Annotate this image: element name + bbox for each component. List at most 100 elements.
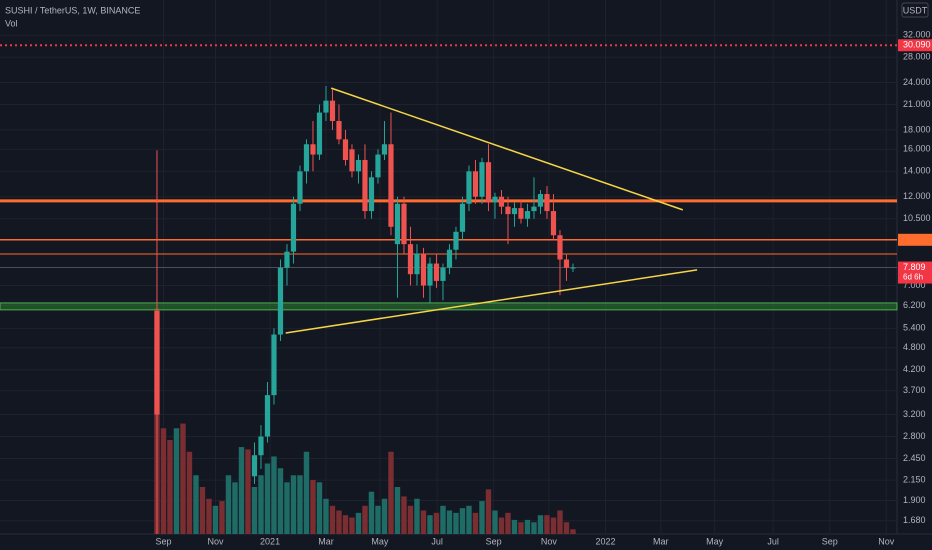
candle-body	[466, 171, 472, 204]
volume-bar	[433, 512, 440, 534]
x-tick-label: Nov	[541, 536, 558, 546]
y-tick-label: 24.000	[903, 77, 931, 87]
price-label: 30.090	[903, 40, 931, 50]
volume-bar	[271, 456, 277, 534]
volume-bar	[232, 482, 238, 534]
candle-body	[414, 253, 420, 275]
volume-bar	[277, 468, 284, 534]
candle-body	[524, 211, 531, 219]
y-tick-label: 32.000	[903, 29, 931, 39]
volume-label: Vol	[5, 18, 18, 28]
candle-body	[316, 112, 323, 155]
candle-body	[271, 334, 277, 396]
volume-bar	[355, 512, 362, 534]
candle-body	[297, 171, 303, 204]
volume-bar	[557, 510, 563, 534]
volume-bar	[511, 519, 518, 534]
volume-bar	[219, 501, 225, 534]
volume-bar	[251, 487, 258, 534]
y-tick-label: 14.000	[903, 166, 931, 176]
candle-body	[485, 162, 492, 203]
trendline	[285, 269, 698, 334]
y-tick-label: 28.000	[903, 51, 931, 61]
y-tick-label: 3.700	[903, 385, 926, 395]
candle-body	[427, 263, 433, 286]
candle-body	[557, 235, 563, 260]
volume-bar	[238, 447, 245, 534]
volume-bar	[206, 498, 212, 534]
y-tick-label: 6.200	[903, 300, 926, 310]
x-tick-label: Sep	[486, 536, 502, 546]
candle-body	[420, 253, 427, 286]
volume-bar	[199, 487, 206, 534]
volume-bar	[290, 475, 297, 534]
candle-body	[472, 171, 479, 197]
volume-bar	[505, 512, 511, 534]
candle-body	[388, 144, 394, 227]
volume-bar	[173, 428, 180, 534]
candle-body	[537, 194, 544, 207]
candle-body	[355, 159, 362, 172]
price-label-countdown: 6d 6h	[903, 273, 923, 282]
volume-bar	[420, 510, 427, 534]
y-tick-label: 2.800	[903, 431, 926, 441]
volume-bar	[342, 515, 349, 534]
price-label-box	[898, 39, 932, 52]
volume-bar	[479, 501, 485, 534]
volume-bar	[375, 505, 381, 534]
y-tick-label: 4.800	[903, 342, 926, 352]
y-tick-label: 21.000	[903, 99, 931, 109]
x-tick-label: 2022	[595, 536, 615, 546]
volume-bar	[453, 512, 459, 534]
candle-body	[492, 196, 498, 203]
candle-body	[440, 267, 446, 281]
volume-bar	[544, 515, 550, 534]
volume-bar	[492, 510, 498, 534]
candle-body	[550, 211, 557, 236]
candle-body	[401, 203, 407, 245]
y-tick-label: 18.000	[903, 124, 931, 134]
volume-bar	[381, 498, 388, 534]
volume-bar	[284, 482, 290, 534]
price-label: 7.809	[903, 262, 926, 272]
volume-bar	[414, 498, 420, 534]
candle-body	[433, 263, 440, 281]
candle-body	[336, 121, 342, 140]
volume-bar	[550, 517, 557, 534]
candle-body	[570, 267, 576, 269]
volume-bar	[427, 515, 433, 534]
volume-bar	[537, 515, 544, 534]
volume-bar	[446, 510, 453, 534]
y-tick-label: 1.680	[903, 515, 926, 525]
volume-bar	[388, 451, 394, 534]
volume-bar	[225, 475, 232, 534]
y-tick-label: 16.000	[903, 144, 931, 154]
candle-body	[479, 162, 485, 197]
y-tick-label: 2.150	[903, 474, 926, 484]
candle-body	[407, 244, 414, 275]
x-tick-label: May	[371, 536, 389, 546]
volume-bar	[563, 522, 570, 534]
trendline	[330, 87, 684, 211]
volume-bar	[485, 489, 492, 534]
x-tick-label: Nov	[878, 536, 895, 546]
volume-bar	[323, 498, 329, 534]
volume-bar	[362, 505, 368, 534]
volume-bar	[258, 475, 264, 534]
x-tick-label: May	[706, 536, 724, 546]
x-tick-label: Sep	[822, 536, 838, 546]
x-tick-label: Mar	[653, 536, 669, 546]
candle-body	[511, 208, 518, 215]
volume-bar	[472, 512, 479, 534]
volume-bar	[303, 451, 310, 534]
candle-body	[258, 436, 264, 456]
price-label-box	[898, 261, 932, 284]
volume-bar	[524, 519, 531, 534]
candle-body	[154, 310, 160, 415]
currency-box	[901, 2, 929, 18]
candle-body	[381, 144, 388, 155]
volume-bar	[180, 423, 186, 534]
y-tick-label: 7.000	[903, 280, 926, 290]
